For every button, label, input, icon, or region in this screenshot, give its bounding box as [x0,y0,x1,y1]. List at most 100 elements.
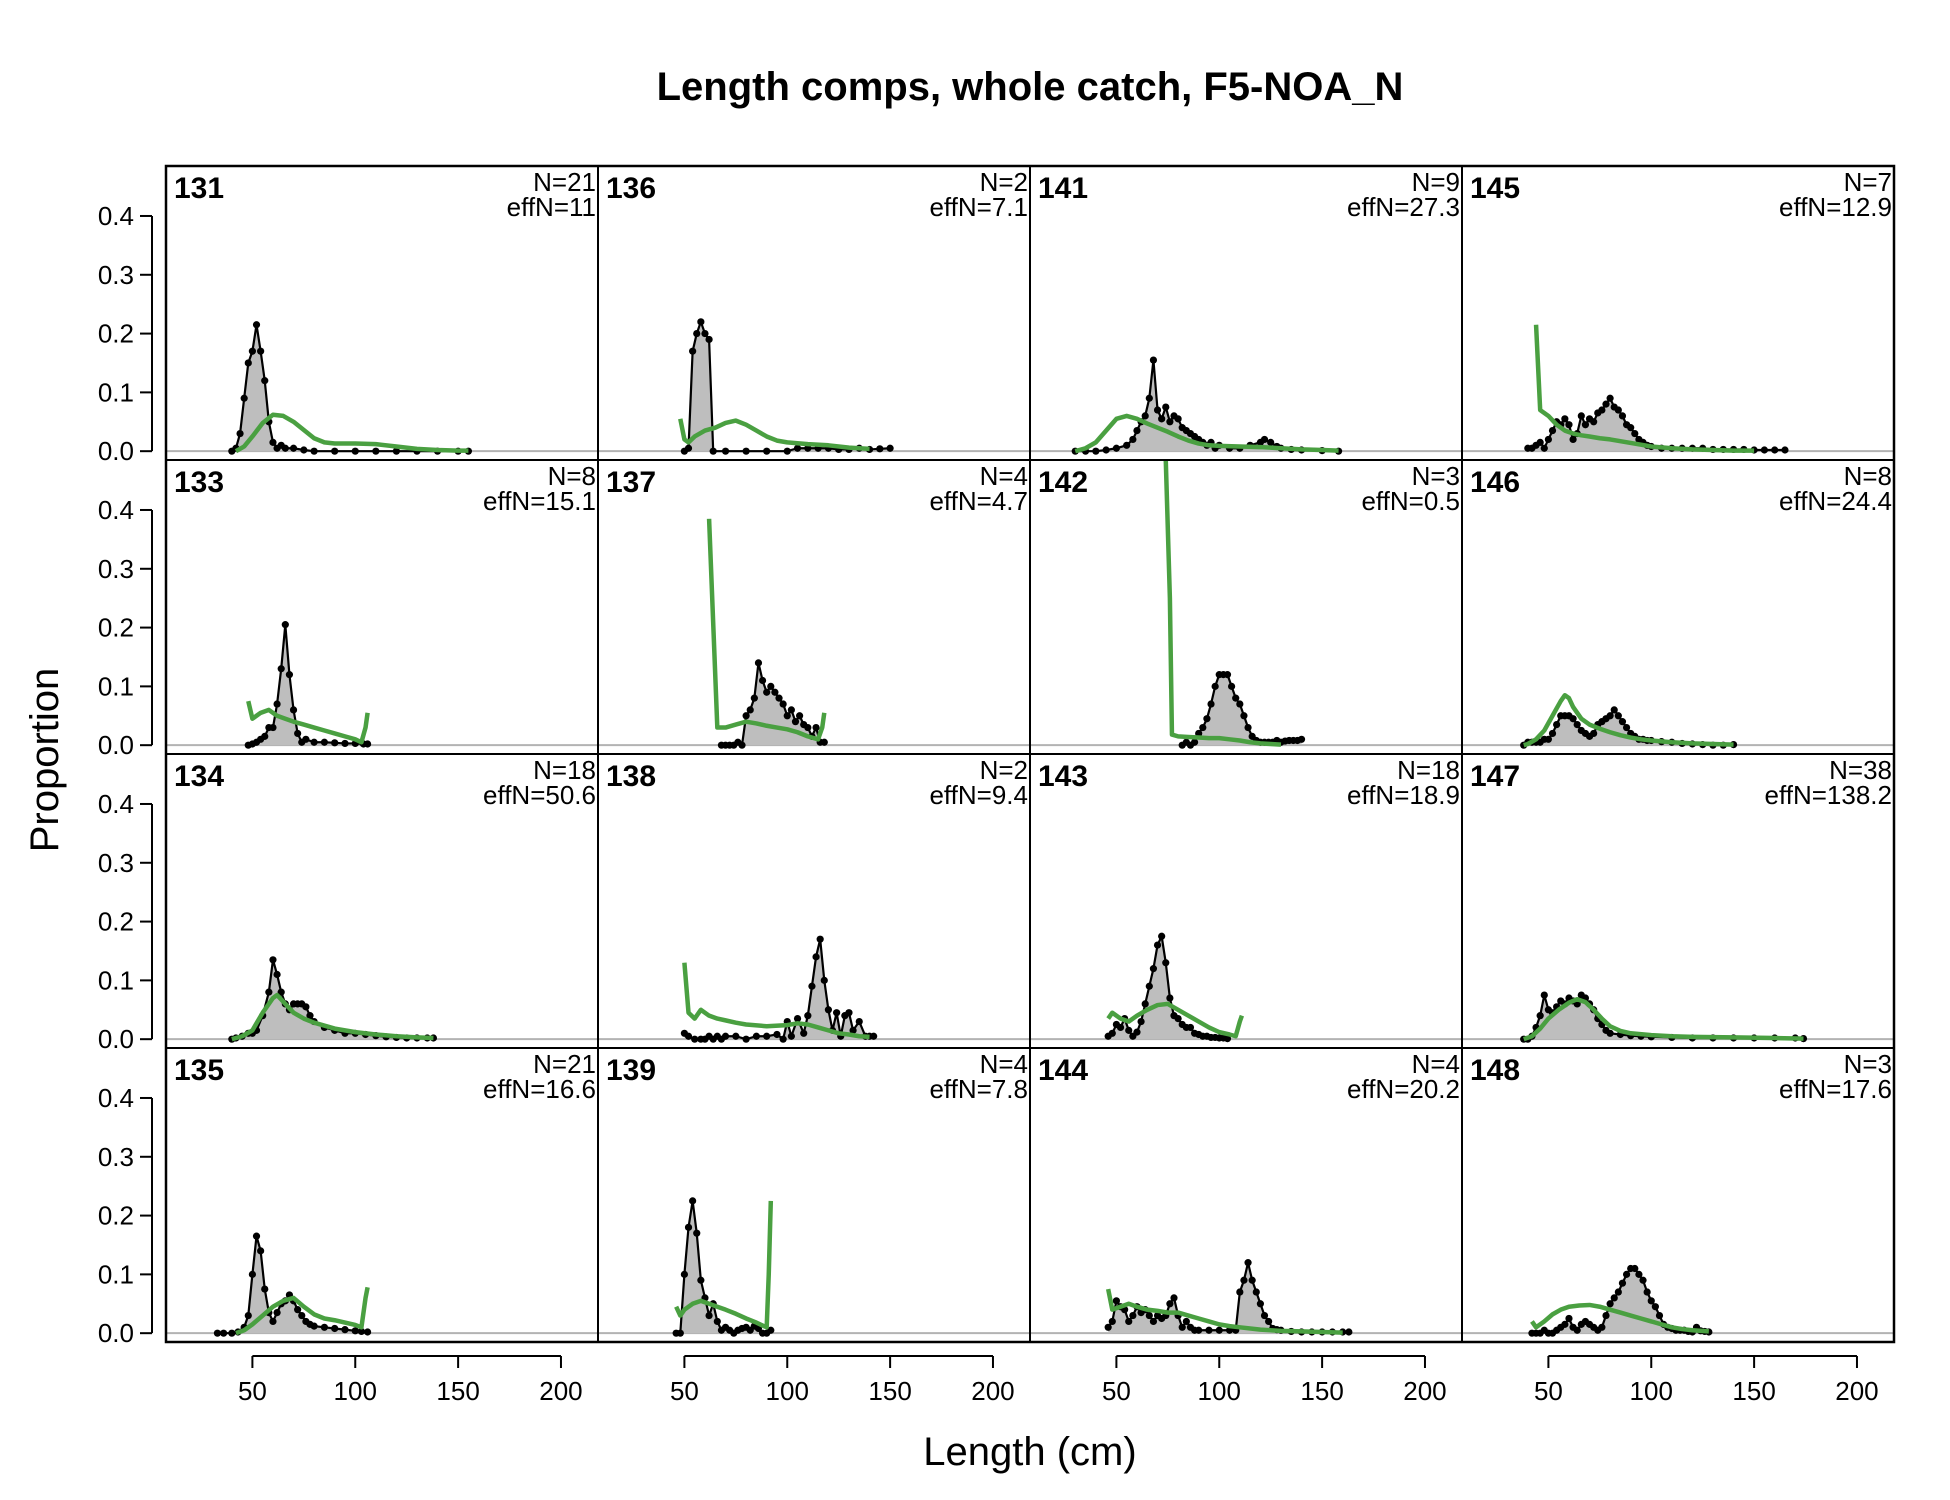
sample-size-label: N=4 [980,1049,1028,1079]
panel-label: 138 [606,760,656,793]
observed-area [1075,360,1339,452]
effective-n-label: effN=9.4 [929,780,1028,810]
observed-point [1240,1276,1248,1284]
sample-size-label: N=2 [980,167,1028,197]
y-tick-label: 0.2 [98,319,134,349]
observed-point [1606,1300,1614,1308]
observed-point [1631,429,1639,438]
observed-point [697,1276,705,1284]
expected-line [231,992,434,1042]
observed-point [1622,723,1631,732]
panel-label: 142 [1038,466,1088,499]
observed-point [1145,982,1153,990]
observed-area [721,662,825,746]
observed-point [1260,1311,1269,1320]
observed-point [693,329,701,338]
observed-point [758,676,767,685]
observed-point [1622,1270,1631,1278]
observed-point [721,447,730,455]
expected-line [674,1200,774,1330]
x-tick-label: 150 [1732,1376,1775,1406]
panel-plot-area [1462,692,1894,749]
effective-n-label: effN=17.6 [1779,1074,1892,1104]
x-tick-label: 200 [971,1376,1014,1406]
effective-n-label: effN=16.6 [483,1074,596,1104]
panel-plot-area [598,935,1030,1043]
observed-point [1149,1317,1158,1326]
observed-point [294,729,302,738]
observed-point [783,447,791,455]
effective-n-label: effN=24.4 [1779,486,1892,516]
observed-point [1112,444,1120,452]
observed-point [1297,735,1306,743]
observed-point [310,447,318,455]
observed-point [1141,1000,1149,1008]
panel-plot-area [1030,356,1462,455]
panel-plot-area [166,321,598,455]
observed-point [1256,1300,1264,1308]
observed-point [732,1032,740,1040]
observed-point [331,739,339,747]
observed-point [1133,427,1141,435]
observed-point [752,1032,761,1040]
x-tick-label: 200 [539,1376,582,1406]
observed-point [302,1003,310,1011]
observed-point [269,1317,277,1326]
observed-point [1602,400,1610,408]
sample-size-label: N=4 [1412,1049,1460,1079]
observed-point [1203,715,1211,723]
observed-point [693,1229,701,1237]
observed-point [1635,1270,1643,1278]
y-tick-label: 0.1 [98,377,134,407]
observed-point [1166,1300,1174,1308]
panel-label: 134 [174,760,224,793]
chart-title: Length comps, whole catch, F5-NOA_N [657,65,1404,109]
y-tick-label: 0.0 [98,436,134,466]
observed-point [1267,438,1275,446]
observed-point [331,447,339,455]
observed-point [1108,1029,1116,1037]
panel-label: 146 [1470,466,1520,499]
sample-size-label: N=2 [980,755,1028,785]
observed-point [1102,446,1110,454]
observed-point [820,976,828,984]
observed-point [1145,394,1153,402]
observed-point [1618,718,1627,726]
x-tick-label: 100 [334,1376,377,1406]
effective-n-label: effN=12.9 [1779,192,1892,222]
effective-n-label: effN=15.1 [483,486,596,516]
observed-point [779,1035,787,1043]
observed-point [1182,1317,1190,1326]
observed-point [281,444,289,452]
panel-label: 141 [1038,172,1088,205]
observed-point [1643,1288,1651,1296]
panel-plot-area [1462,1264,1894,1337]
observed-point [1771,446,1779,454]
observed-point [1602,1311,1610,1320]
observed-point [1569,435,1577,444]
y-tick-label: 0.1 [98,671,134,701]
sample-size-label: N=4 [980,461,1028,491]
observed-point [1125,1026,1133,1034]
x-tick-label: 100 [766,1376,809,1406]
observed-point [771,688,779,696]
observed-point [1174,1015,1182,1023]
y-axis-label: Proportion [23,668,67,853]
observed-point [754,659,763,667]
observed-point [1614,406,1622,414]
panel-plot-area [598,318,1030,455]
panel-plot-area [1462,991,1894,1043]
observed-point [320,738,328,746]
expected-line [706,518,827,742]
effective-n-label: effN=18.9 [1347,780,1460,810]
observed-point [1248,1276,1256,1284]
y-tick-label: 0.3 [98,848,134,878]
panel-plot-area [1030,932,1462,1043]
observed-point [1565,1314,1573,1323]
expected-line [235,1286,370,1336]
observed-point [1614,1288,1622,1296]
y-tick-label: 0.4 [98,1083,134,1113]
observed-point [1561,1320,1569,1328]
effective-n-label: effN=4.7 [929,486,1028,516]
observed-point [1108,1317,1116,1326]
